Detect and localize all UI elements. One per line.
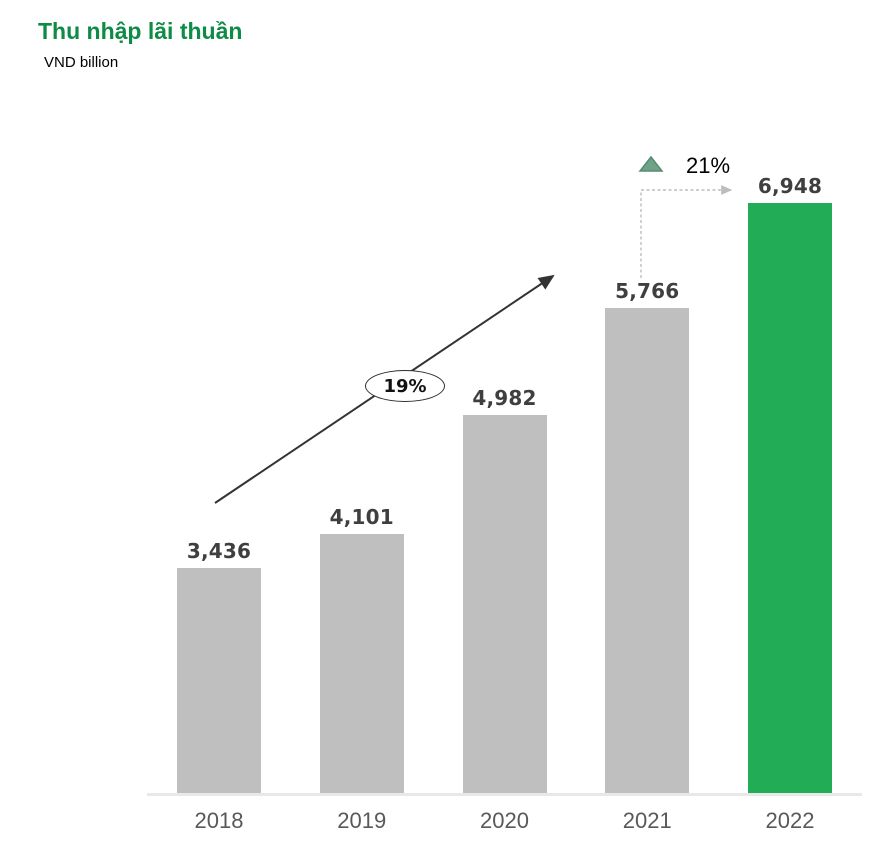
trend-rate-badge: 19% [365,370,445,402]
x-tick-label-2022: 2022 [765,808,815,833]
bar-2021 [605,308,690,794]
chart-title: Thu nhập lãi thuần [38,18,243,44]
bar-column-2021: 5,766 2021 [576,279,719,833]
bar-2022-highlight [748,203,832,794]
bar-value-label: 5,766 [615,279,680,303]
bar-value-label: 4,982 [472,386,537,410]
x-tick-label-2019: 2019 [337,808,387,833]
growth-connector-dashed-line [640,185,733,278]
bar-2018 [177,568,261,794]
bar-2020 [462,415,547,794]
bar-column-2022: 6,948 2022 [719,174,862,833]
bar-value-label: 3,436 [186,539,252,563]
bar-value-label: 4,101 [329,505,394,529]
trend-rate-label: 19% [383,375,427,397]
x-axis-line [147,793,862,796]
bar-column-2020: 4,982 2020 [433,386,576,833]
bar-column-2018: 3,436 2018 [148,539,291,833]
bar-2019 [319,534,404,794]
growth-rate-label: 21% [686,153,731,178]
x-tick-label-2018: 2018 [194,808,244,833]
x-tick-label-2020: 2020 [480,808,529,833]
chart-subtitle: VND billion [44,54,119,71]
growth-triangle-icon [638,155,664,173]
x-tick-label-2021: 2021 [622,808,672,833]
bar-column-2019: 4,101 2019 [290,505,433,833]
bar-value-label: 6,948 [757,174,823,198]
